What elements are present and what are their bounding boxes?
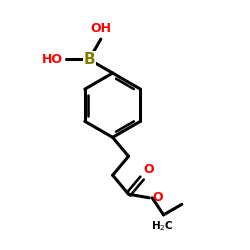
Text: H$_2$C: H$_2$C: [151, 219, 174, 233]
Text: OH: OH: [90, 22, 111, 36]
Text: O: O: [143, 162, 154, 175]
Text: HO: HO: [42, 53, 63, 66]
Text: O: O: [152, 191, 163, 204]
Text: B: B: [83, 52, 95, 67]
